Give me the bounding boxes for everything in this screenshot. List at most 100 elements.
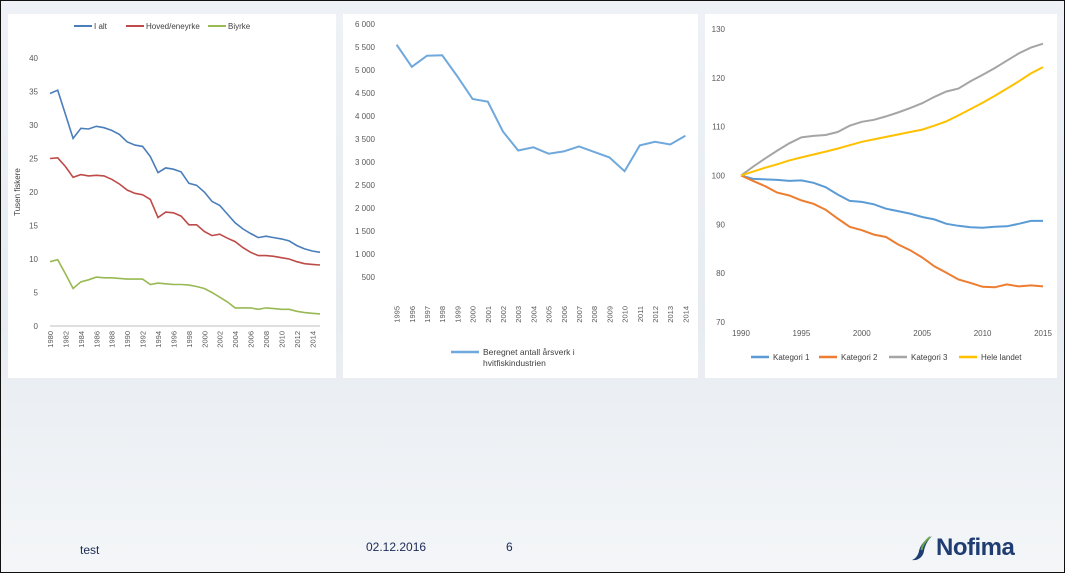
- chart-man-years-panel: 500 1 000 1 500 2 000 2 500 3 000 3 500 4 000 4 …: [343, 14, 698, 378]
- y-tick-label: 70: [716, 318, 725, 327]
- series-line-4: [740, 66, 1044, 177]
- chart-index: 70 80 90 100 110 120 130 1990 1995 2000 2005 2010 20…: [712, 25, 1053, 362]
- x-tick-label: 1995: [393, 306, 402, 323]
- x-tick-label: 2009: [605, 306, 614, 323]
- footer-page-number: 6: [506, 540, 513, 554]
- legend-label: Beregnet antall årsverk i hvitfiskindustr…: [483, 347, 575, 368]
- legend-label: Kategori 3: [911, 353, 948, 362]
- legend-label: Kategori 2: [841, 353, 878, 362]
- chart-fishers-panel: 0 5 10 15 20 25 30 35 40 1980 1982 1984 1986 1988 1990…: [8, 14, 336, 378]
- legend-label: Biyrke: [228, 22, 251, 31]
- series-line-2: [740, 174, 1044, 289]
- y-tick-label: 100: [712, 172, 726, 181]
- footer-date: 02.12.2016: [366, 540, 427, 554]
- x-tick-label: 2010: [974, 329, 992, 338]
- y-tick-label: 80: [716, 269, 725, 278]
- x-tick-label: 1997: [423, 306, 432, 323]
- x-tick-label: 1998: [438, 306, 447, 323]
- x-tick-label: 2005: [545, 306, 554, 323]
- y-tick-label: 110: [712, 123, 725, 132]
- legend-label-line: hvitfiskindustrien: [483, 358, 546, 368]
- x-tick-label: 2010: [277, 331, 286, 348]
- footer-left-text: test: [80, 543, 100, 557]
- x-tick-label: 1996: [169, 331, 178, 348]
- series-line-2: [49, 156, 321, 266]
- logo-text: Nofima: [936, 534, 1015, 561]
- x-tick-label: 1988: [108, 331, 117, 348]
- x-tick-label: 1986: [92, 331, 101, 348]
- y-tick-label: 15: [29, 222, 38, 231]
- x-tick-label: 2000: [469, 306, 478, 323]
- x-tick-label: 2002: [216, 331, 225, 348]
- chart-index-panel: 70 80 90 100 110 120 130 1990 1995 2000 2005 2010 20…: [705, 14, 1057, 378]
- x-tick-label: 1998: [185, 331, 194, 348]
- x-tick-label: 2015: [1034, 329, 1052, 338]
- y-tick-label: 1 000: [355, 250, 376, 259]
- x-tick-label: 1990: [732, 329, 750, 338]
- series-line-3: [49, 258, 321, 315]
- y-tick-label: 10: [29, 255, 38, 264]
- x-tick-label: 2013: [666, 306, 675, 323]
- x-tick-label: 1984: [77, 331, 86, 348]
- x-tick-label: 2004: [231, 331, 240, 348]
- y-tick-label: 0: [34, 322, 39, 331]
- y-tick-label: 5: [34, 289, 39, 298]
- chart-fishers: 0 5 10 15 20 25 30 35 40 1980 1982 1984 1986 1988 1990…: [13, 22, 321, 348]
- x-tick-label: 2000: [853, 329, 871, 338]
- y-tick-label: 3 000: [355, 158, 376, 167]
- x-tick-label: 2001: [484, 306, 493, 323]
- nofima-logo: Nofima: [910, 534, 1015, 562]
- legend-label: I alt: [94, 22, 108, 31]
- x-tick-label: 2008: [590, 306, 599, 323]
- y-tick-label: 5 500: [355, 43, 376, 52]
- series-line-1: [49, 89, 321, 254]
- series-line-1: [395, 44, 686, 173]
- x-tick-label: 1996: [408, 306, 417, 323]
- nofima-swoosh-icon: [912, 536, 932, 561]
- y-tick-label: 90: [716, 220, 725, 229]
- x-tick-label: 2014: [681, 306, 690, 323]
- y-tick-label: 1 500: [355, 227, 376, 236]
- chart-man-years: 500 1 000 1 500 2 000 2 500 3 000 3 500 4 000 4 …: [355, 20, 690, 368]
- legend-label: Hoved/eneyrke: [146, 22, 200, 31]
- x-tick-label: 2012: [651, 306, 660, 323]
- x-tick-label: 2004: [529, 306, 538, 323]
- y-tick-label: 2 500: [355, 181, 376, 190]
- x-tick-label: 2007: [575, 306, 584, 323]
- y-tick-label: 3 500: [355, 135, 376, 144]
- x-tick-label: 1994: [154, 331, 163, 348]
- x-tick-label: 1980: [46, 331, 55, 348]
- y-tick-label: 500: [362, 273, 376, 282]
- y-tick-label: 35: [29, 88, 38, 97]
- legend-label: Hele landet: [981, 353, 1022, 362]
- x-tick-label: 1992: [139, 331, 148, 348]
- y-tick-label: 30: [29, 121, 38, 130]
- y-tick-label: 5 000: [355, 66, 376, 75]
- y-tick-label: 20: [29, 188, 38, 197]
- y-tick-label: 2 000: [355, 204, 376, 213]
- y-tick-label: 4 000: [355, 112, 376, 121]
- x-tick-label: 2010: [621, 306, 630, 323]
- series-line-3: [740, 42, 1044, 177]
- x-tick-label: 2005: [913, 329, 931, 338]
- x-tick-label: 2000: [200, 331, 209, 348]
- y-tick-label: 120: [712, 74, 726, 83]
- y-tick-label: 6 000: [355, 20, 376, 29]
- x-tick-label: 2012: [293, 331, 302, 348]
- x-tick-label: 1982: [61, 331, 70, 348]
- x-tick-label: 1990: [123, 331, 132, 348]
- x-tick-label: 2003: [514, 306, 523, 323]
- x-tick-label: 1999: [453, 306, 462, 323]
- legend-label-line: Beregnet antall årsverk i: [483, 347, 575, 357]
- y-tick-label: 4 500: [355, 89, 376, 98]
- y-axis-title: Tusen fiskere: [13, 168, 22, 216]
- x-tick-label: 2011: [636, 306, 645, 322]
- x-tick-label: 2006: [560, 306, 569, 323]
- y-tick-label: 130: [712, 25, 726, 34]
- x-tick-label: 2006: [247, 331, 256, 348]
- x-tick-label: 2002: [499, 306, 508, 323]
- series-line-1: [740, 174, 1043, 229]
- legend-label: Kategori 1: [773, 353, 810, 362]
- y-tick-label: 25: [29, 155, 38, 164]
- x-tick-label: 2014: [308, 331, 317, 348]
